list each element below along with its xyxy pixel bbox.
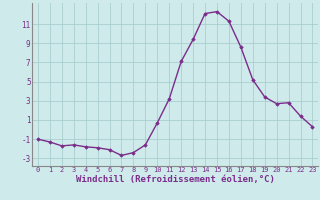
X-axis label: Windchill (Refroidissement éolien,°C): Windchill (Refroidissement éolien,°C)	[76, 175, 275, 184]
